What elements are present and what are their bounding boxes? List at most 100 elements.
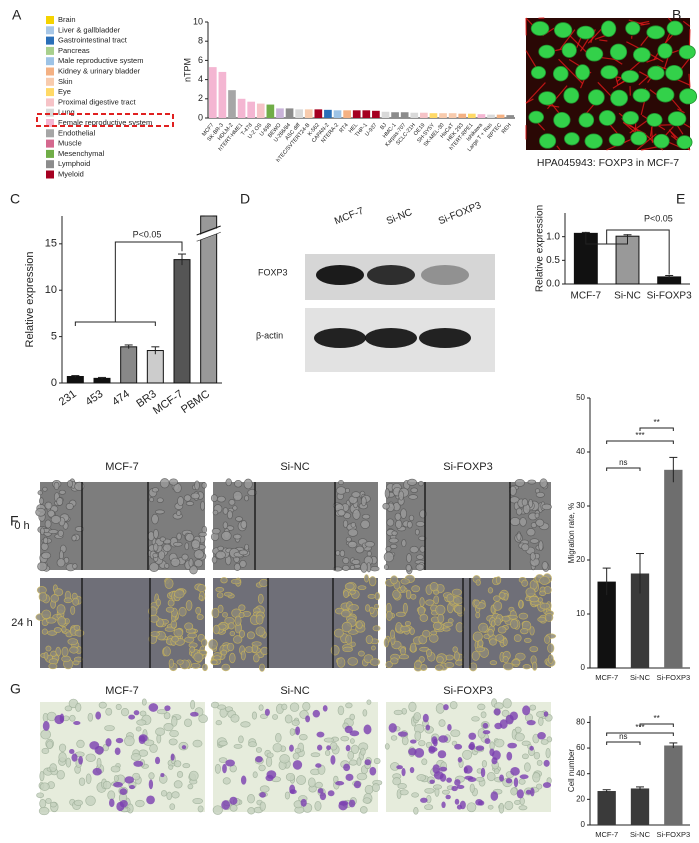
cell — [188, 558, 194, 568]
cell — [513, 634, 522, 643]
cell — [198, 531, 207, 537]
stained-cell — [516, 789, 524, 799]
cell — [164, 563, 170, 569]
cell — [65, 502, 74, 511]
legend-label: Lymphoid — [58, 159, 90, 168]
bar — [146, 350, 164, 384]
cell — [259, 785, 270, 793]
cell — [156, 709, 168, 715]
significance-bracket — [606, 741, 641, 745]
stained-cell — [425, 724, 431, 731]
cell — [544, 635, 551, 644]
y-tick-label: 50 — [576, 393, 585, 402]
micrograph — [382, 478, 552, 575]
cell — [105, 707, 113, 716]
row-label: β-actin — [256, 330, 283, 340]
cell — [335, 486, 347, 495]
cell — [266, 752, 274, 758]
cell — [419, 597, 425, 607]
nucleus — [633, 47, 651, 63]
cell — [56, 558, 66, 568]
cell — [36, 792, 44, 799]
x-tick-label: Si-FOXP3 — [656, 673, 690, 682]
stained-cell — [437, 750, 447, 759]
cell — [397, 782, 407, 790]
stained-cell — [459, 800, 466, 810]
cell — [348, 759, 358, 766]
nucleus — [563, 87, 580, 104]
cell — [433, 595, 440, 605]
stained-cell — [388, 723, 397, 733]
bar — [391, 112, 399, 118]
cell — [197, 805, 204, 813]
bar — [381, 111, 390, 118]
cell — [468, 662, 478, 672]
cell — [357, 585, 367, 591]
stained-cell — [344, 725, 353, 734]
stained-cell — [317, 744, 323, 751]
y-tick-label: 1.0 — [546, 231, 560, 242]
stained-cell — [525, 789, 532, 795]
cell — [392, 589, 401, 600]
y-tick-label: 15 — [45, 238, 57, 250]
blot-band — [314, 328, 366, 348]
cell — [63, 597, 73, 604]
cell — [338, 479, 344, 486]
actin-fiber — [546, 104, 560, 108]
stained-cell — [326, 745, 331, 751]
legend-swatch — [46, 16, 54, 24]
cell — [151, 487, 159, 493]
cell — [173, 541, 183, 547]
cell — [414, 730, 422, 741]
cell — [229, 630, 236, 637]
nucleus — [667, 111, 687, 127]
cell — [433, 589, 440, 595]
legend-label: Pancreas — [58, 46, 90, 55]
nucleus — [625, 21, 641, 36]
cell — [72, 660, 80, 666]
cell — [393, 709, 403, 716]
micrograph — [210, 478, 380, 573]
bar — [487, 114, 495, 118]
stained-cell — [315, 763, 322, 768]
bar — [333, 110, 342, 118]
stained-cell — [484, 738, 491, 744]
stained-cell — [292, 760, 303, 770]
cell — [44, 519, 52, 529]
nucleus — [679, 88, 698, 105]
cell — [543, 586, 552, 595]
stained-cell — [42, 721, 50, 731]
stained-cell — [469, 741, 475, 751]
cell — [196, 614, 204, 621]
cell — [233, 743, 243, 749]
stained-cell — [129, 784, 136, 790]
bar — [120, 346, 138, 384]
cell — [362, 709, 368, 717]
cell — [244, 543, 250, 551]
y-tick-label: 6 — [198, 55, 203, 65]
bar — [352, 110, 361, 118]
cell — [451, 740, 458, 746]
cell — [222, 521, 228, 530]
cell — [453, 651, 460, 661]
cell — [226, 510, 233, 520]
blot-band — [419, 328, 471, 348]
cell — [383, 551, 395, 563]
cell — [401, 539, 407, 548]
column-label: Si-FOXP3 — [443, 461, 493, 473]
stained-cell — [222, 763, 227, 774]
cell — [247, 807, 256, 815]
bar — [304, 109, 313, 118]
cell — [233, 635, 243, 644]
actin-fiber — [640, 22, 650, 26]
cell — [197, 584, 206, 593]
legend-swatch — [46, 57, 54, 66]
bar — [276, 108, 284, 118]
stained-cell — [319, 792, 327, 801]
cell — [349, 713, 355, 721]
cell — [409, 627, 415, 636]
bar — [228, 90, 236, 118]
cell — [358, 650, 365, 657]
cell — [402, 602, 408, 614]
legend-label: Female reproductive system — [58, 118, 152, 127]
